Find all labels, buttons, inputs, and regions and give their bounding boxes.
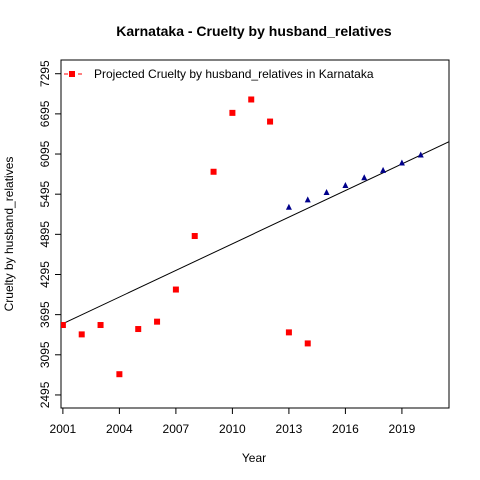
y-tick-label: 6695 <box>38 100 52 127</box>
y-axis-label: Cruelty by husband_relatives <box>2 157 16 312</box>
data-point-actual <box>211 169 217 175</box>
data-point-actual <box>154 319 160 325</box>
y-tick-label: 3095 <box>38 341 52 368</box>
x-tick-label: 2019 <box>389 422 416 436</box>
data-point-actual <box>98 322 104 328</box>
chart-title: Karnataka - Cruelty by husband_relatives <box>116 23 392 39</box>
data-point-actual <box>116 371 122 377</box>
x-tick-label: 2004 <box>106 422 133 436</box>
data-point-actual <box>135 326 141 332</box>
data-point-actual <box>267 119 273 125</box>
legend-entry: Projected Cruelty by husband_relatives i… <box>94 67 374 81</box>
data-point-actual <box>79 331 85 337</box>
x-tick-label: 2001 <box>50 422 77 436</box>
data-point-actual <box>286 329 292 335</box>
y-tick-label: 4295 <box>38 261 52 288</box>
data-point-actual <box>305 340 311 346</box>
legend-marker <box>69 71 75 77</box>
x-tick-label: 2013 <box>276 422 303 436</box>
x-tick-label: 2010 <box>219 422 246 436</box>
x-tick-label: 2007 <box>163 422 190 436</box>
y-tick-label: 2495 <box>38 381 52 408</box>
y-tick-label: 3695 <box>38 301 52 328</box>
legend: Projected Cruelty by husband_relatives i… <box>64 67 374 81</box>
y-tick-label: 5495 <box>38 181 52 208</box>
y-tick-label: 7295 <box>38 60 52 87</box>
y-tick-label: 4895 <box>38 221 52 248</box>
y-tick-label: 6095 <box>38 140 52 167</box>
data-point-actual <box>192 233 198 239</box>
x-axis-label: Year <box>242 451 266 465</box>
x-tick-label: 2016 <box>332 422 359 436</box>
data-point-actual <box>173 287 179 293</box>
data-point-actual <box>248 96 254 102</box>
data-point-actual <box>229 110 235 116</box>
